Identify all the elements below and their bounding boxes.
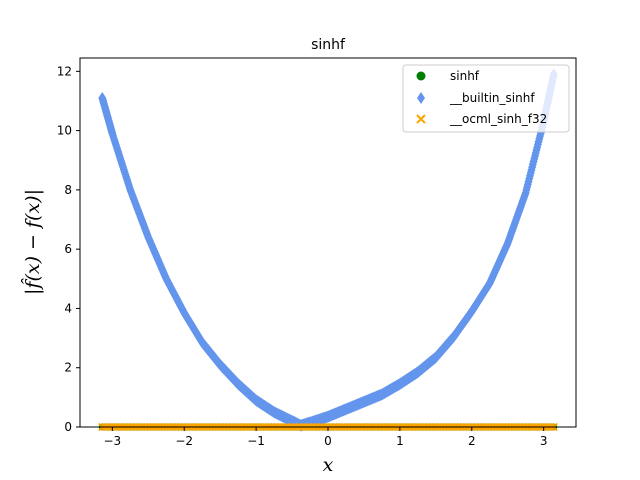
legend: sinhf __builtin_sinhf __ocml_sinh_f32	[402, 64, 570, 133]
chart-title: sinhf	[311, 37, 346, 53]
legend-marker-builtin-sinhf	[417, 92, 425, 104]
y-tick-label: 10	[57, 124, 72, 138]
y-tick-label: 2	[64, 361, 72, 375]
x-tick-label: 3	[540, 434, 548, 448]
y-tick-label: 8	[64, 183, 72, 197]
legend-box	[402, 64, 570, 133]
x-tick-label: −1	[247, 434, 265, 448]
legend-marker-ocml-sinh-f32	[416, 114, 426, 124]
x-axis-label: x	[323, 454, 334, 476]
x-tick-label: −3	[103, 434, 121, 448]
y-tick-label: 0	[64, 420, 72, 434]
y-tick-label: 6	[64, 242, 72, 256]
y-tick-label: 12	[57, 64, 72, 78]
legend-label-builtin-sinhf: __builtin_sinhf	[449, 91, 535, 105]
x-tick-label: 0	[324, 434, 332, 448]
x-tick-label: −2	[175, 434, 193, 448]
y-ticks: 0 2 4 6 8 10 12	[57, 64, 80, 434]
x-ticks: −3 −2 −1 0 1 2 3	[103, 427, 547, 448]
y-tick-label: 4	[64, 301, 72, 315]
legend-label-sinhf: sinhf	[450, 69, 480, 83]
y-axis-label: |f̂(x) − f(x)|	[21, 189, 44, 295]
legend-label-ocml-sinh-f32: __ocml_sinh_f32	[449, 112, 547, 126]
legend-marker-sinhf	[416, 71, 426, 81]
x-tick-label: 1	[396, 434, 404, 448]
x-tick-label: 2	[468, 434, 476, 448]
